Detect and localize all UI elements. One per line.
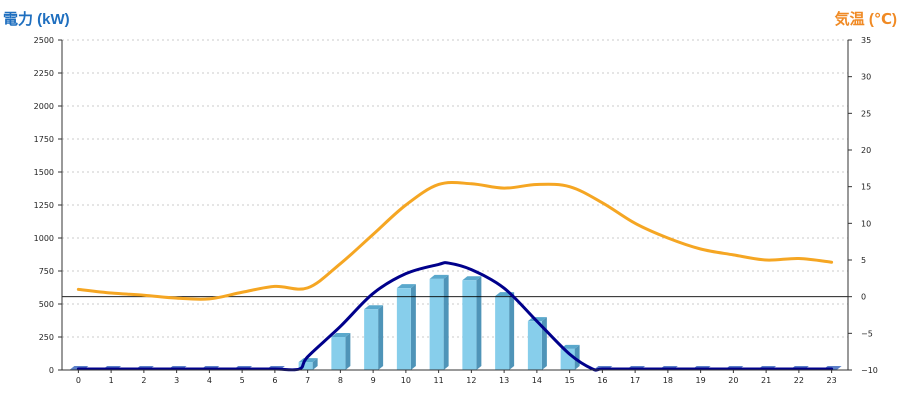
power-bar-side xyxy=(509,292,515,370)
left-tick-label: 2000 xyxy=(34,102,54,111)
power-bar-front xyxy=(331,337,346,370)
power-bar xyxy=(527,317,547,370)
x-tick-label: 20 xyxy=(728,376,738,385)
power-bar-side xyxy=(378,305,384,370)
x-tick-label: 15 xyxy=(565,376,575,385)
x-tick-label: 10 xyxy=(401,376,411,385)
power-bar-top xyxy=(364,305,384,310)
left-axis-title: 電力 (kW) xyxy=(3,10,70,28)
x-tick-label: 2 xyxy=(141,376,146,385)
x-tick-label: 17 xyxy=(630,376,640,385)
power-bar-front xyxy=(527,321,542,370)
power-bar-top xyxy=(560,344,580,349)
x-tick-label: 14 xyxy=(532,376,542,385)
left-tick-label: 0 xyxy=(49,366,54,375)
x-tick-label: 16 xyxy=(597,376,607,385)
left-axis-ticks: 0 250 500 750 1000 1250 1500 1750 2000 2250 2500 xyxy=(34,36,62,375)
power-bar-side xyxy=(345,333,351,370)
left-tick-label: 1750 xyxy=(34,135,54,144)
right-tick-label: 10 xyxy=(861,219,871,228)
x-tick-label: 7 xyxy=(305,376,310,385)
power-bar-top xyxy=(331,333,351,337)
power-bar xyxy=(396,284,416,370)
left-tick-label: 1000 xyxy=(34,234,54,243)
power-bar-front xyxy=(396,288,411,370)
x-tick-label: 23 xyxy=(827,376,837,385)
grid-lines xyxy=(62,39,848,338)
x-tick-label: 8 xyxy=(338,376,343,385)
power-bar-front xyxy=(364,309,379,370)
right-tick-label: 0 xyxy=(861,293,866,302)
x-tick-label: 6 xyxy=(272,376,277,385)
x-tick-label: 9 xyxy=(371,376,376,385)
x-tick-label: 21 xyxy=(761,376,771,385)
left-tick-label: 2250 xyxy=(34,69,54,78)
right-tick-label: 15 xyxy=(861,183,871,192)
right-tick-label: 25 xyxy=(861,109,871,118)
right-axis-title: 気温 (℃) xyxy=(835,10,897,28)
power-bar-front xyxy=(495,296,510,370)
x-tick-label: 12 xyxy=(466,376,476,385)
temperature-line xyxy=(76,181,834,301)
power-forecast-line xyxy=(76,261,834,372)
x-tick-label: 5 xyxy=(240,376,245,385)
right-tick-label: 35 xyxy=(861,36,871,45)
left-tick-label: 250 xyxy=(39,333,54,342)
right-tick-label: 5 xyxy=(861,256,866,265)
power-bar-top xyxy=(429,274,449,279)
x-tick-label: 22 xyxy=(794,376,804,385)
x-tick-label: 3 xyxy=(174,376,179,385)
x-tick-label: 18 xyxy=(663,376,673,385)
power-bar-side xyxy=(574,344,580,370)
series-lines xyxy=(76,181,834,372)
x-tick-label: 13 xyxy=(499,376,509,385)
left-tick-label: 750 xyxy=(39,267,54,276)
power-bar-front xyxy=(298,362,313,370)
left-tick-label: 500 xyxy=(39,300,54,309)
power-bar xyxy=(331,333,351,370)
power-bar-top xyxy=(396,284,416,289)
power-bar-top xyxy=(462,276,482,281)
right-tick-label: −10 xyxy=(861,366,878,375)
x-tick-label: 11 xyxy=(434,376,444,385)
x-tick-label: 4 xyxy=(207,376,212,385)
power-bar xyxy=(364,305,384,370)
power-bar xyxy=(429,274,449,370)
power-bar xyxy=(462,276,482,370)
x-tick-label: 19 xyxy=(696,376,706,385)
power-bar-side xyxy=(443,274,449,370)
left-tick-label: 2500 xyxy=(34,36,54,45)
power-bar-front xyxy=(462,280,477,370)
x-tick-label: 0 xyxy=(76,376,81,385)
power-bar-front xyxy=(429,278,444,370)
x-axis-ticks: 0 1 2 3 4 5 6 7 8 9 10 11 12 13 14 15 16 17 18 19 20 21 22 23 xyxy=(76,370,837,385)
right-axis-ticks: −10 −5 0 5 10 15 20 25 30 35 xyxy=(848,36,878,375)
axes xyxy=(61,40,849,371)
left-tick-label: 1250 xyxy=(34,201,54,210)
power-bars xyxy=(69,274,842,370)
right-tick-label: −5 xyxy=(861,329,873,338)
power-bar xyxy=(495,292,515,370)
x-tick-label: 1 xyxy=(109,376,114,385)
right-tick-label: 20 xyxy=(861,146,871,155)
power-bar-side xyxy=(476,276,482,370)
left-tick-label: 1500 xyxy=(34,168,54,177)
power-bar-side xyxy=(410,284,416,370)
right-tick-label: 30 xyxy=(861,73,871,82)
power-bar-side xyxy=(312,358,318,370)
